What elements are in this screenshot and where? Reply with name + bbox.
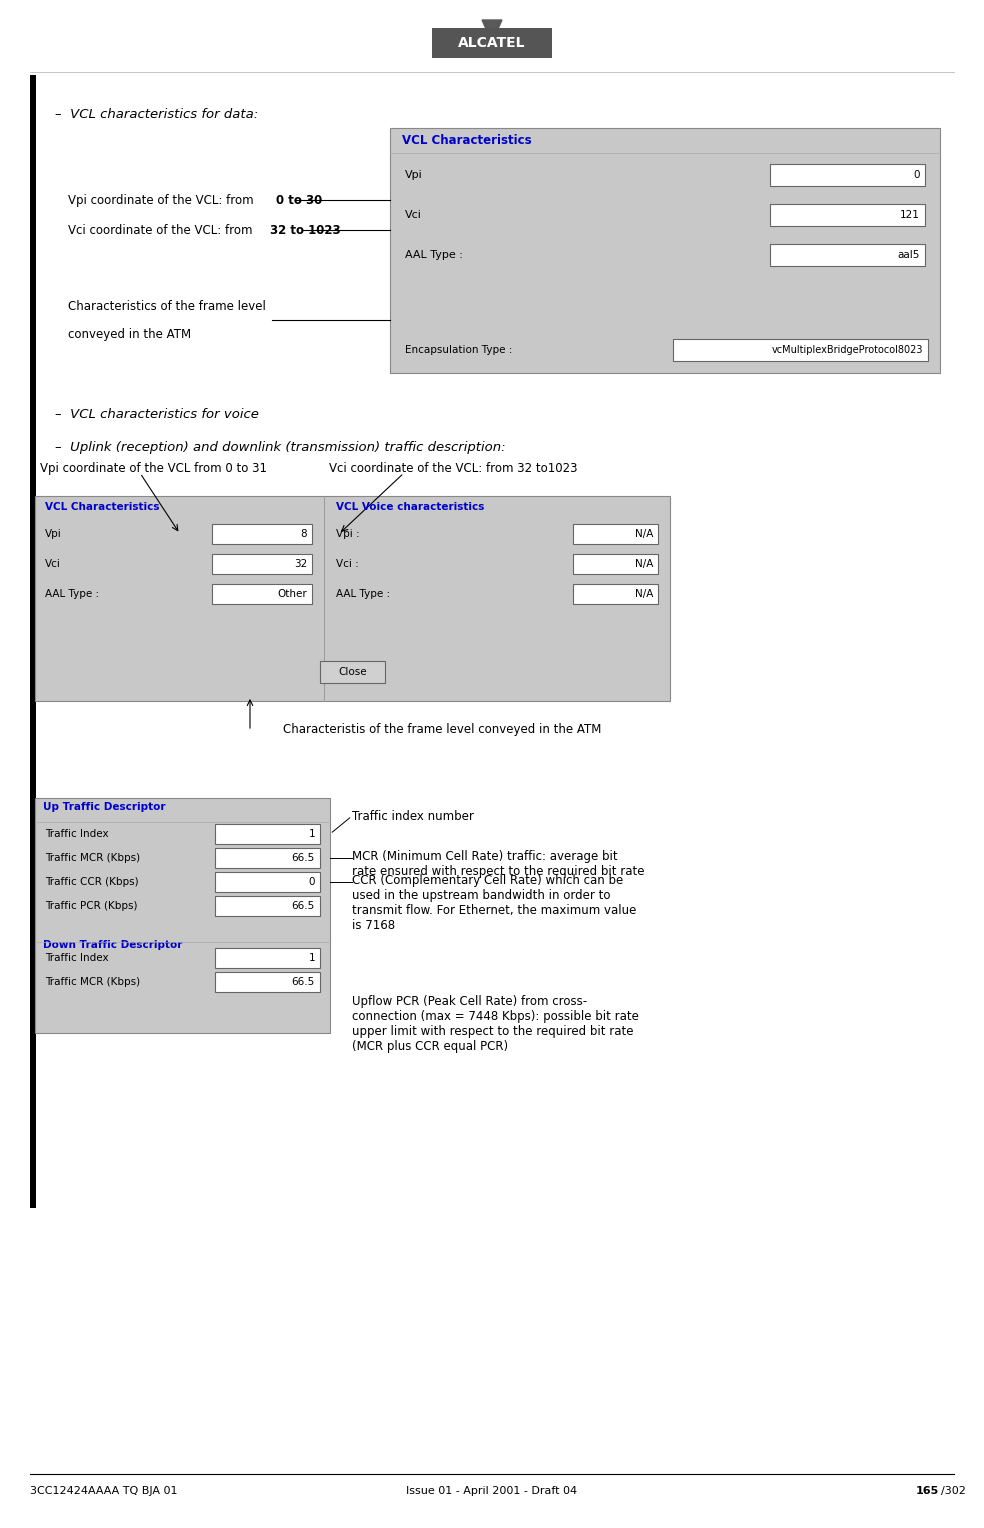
Text: Traffic MCR (Kbps): Traffic MCR (Kbps) bbox=[45, 853, 140, 863]
Text: aal5: aal5 bbox=[897, 251, 920, 260]
FancyBboxPatch shape bbox=[215, 895, 320, 915]
Text: vcMultiplexBridgeProtocol8023: vcMultiplexBridgeProtocol8023 bbox=[771, 345, 923, 354]
Text: 32 to 1023: 32 to 1023 bbox=[270, 223, 340, 237]
Text: Issue 01 - April 2001 - Draft 04: Issue 01 - April 2001 - Draft 04 bbox=[406, 1487, 578, 1496]
FancyBboxPatch shape bbox=[215, 848, 320, 868]
Text: N/A: N/A bbox=[635, 559, 653, 568]
Text: Traffic Index: Traffic Index bbox=[45, 830, 108, 839]
Text: N/A: N/A bbox=[635, 529, 653, 539]
Text: –  VCL characteristics for voice: – VCL characteristics for voice bbox=[55, 408, 259, 422]
Text: Vci: Vci bbox=[405, 209, 422, 220]
Text: Close: Close bbox=[338, 668, 367, 677]
Text: 165: 165 bbox=[916, 1487, 940, 1496]
Text: VCL Characteristics: VCL Characteristics bbox=[45, 503, 159, 512]
FancyBboxPatch shape bbox=[35, 497, 670, 701]
Text: Up Traffic Descriptor: Up Traffic Descriptor bbox=[43, 802, 165, 811]
Text: Vci: Vci bbox=[45, 559, 61, 568]
FancyBboxPatch shape bbox=[212, 555, 312, 575]
FancyBboxPatch shape bbox=[573, 584, 658, 604]
Text: Traffic Index: Traffic Index bbox=[45, 953, 108, 963]
Text: 8: 8 bbox=[300, 529, 307, 539]
Text: 3CC12424AAAA TQ BJA 01: 3CC12424AAAA TQ BJA 01 bbox=[30, 1487, 177, 1496]
Text: Vpi :: Vpi : bbox=[336, 529, 359, 539]
Text: ALCATEL: ALCATEL bbox=[459, 37, 525, 50]
Text: N/A: N/A bbox=[635, 588, 653, 599]
Text: AAL Type :: AAL Type : bbox=[336, 588, 390, 599]
Text: Vpi coordinate of the VCL: from: Vpi coordinate of the VCL: from bbox=[68, 194, 258, 206]
Text: Characteristics of the frame level: Characteristics of the frame level bbox=[68, 299, 266, 313]
FancyBboxPatch shape bbox=[573, 524, 658, 544]
FancyBboxPatch shape bbox=[212, 584, 312, 604]
FancyBboxPatch shape bbox=[673, 339, 928, 361]
Text: /302: /302 bbox=[941, 1487, 966, 1496]
Text: Down Traffic Descriptor: Down Traffic Descriptor bbox=[43, 940, 182, 950]
Text: 1: 1 bbox=[308, 953, 315, 963]
FancyBboxPatch shape bbox=[35, 798, 330, 1033]
Text: Traffic PCR (Kbps): Traffic PCR (Kbps) bbox=[45, 902, 138, 911]
Text: Traffic MCR (Kbps): Traffic MCR (Kbps) bbox=[45, 976, 140, 987]
Text: 66.5: 66.5 bbox=[291, 976, 315, 987]
Text: 0: 0 bbox=[913, 170, 920, 180]
Text: 66.5: 66.5 bbox=[291, 902, 315, 911]
FancyBboxPatch shape bbox=[212, 524, 312, 544]
Text: VCL Characteristics: VCL Characteristics bbox=[402, 134, 531, 147]
Text: 32: 32 bbox=[293, 559, 307, 568]
FancyBboxPatch shape bbox=[770, 244, 925, 266]
Text: Characteristis of the frame level conveyed in the ATM: Characteristis of the frame level convey… bbox=[282, 723, 601, 736]
Text: –  Uplink (reception) and downlink (transmission) traffic description:: – Uplink (reception) and downlink (trans… bbox=[55, 442, 506, 454]
Text: Encapsulation Type :: Encapsulation Type : bbox=[405, 345, 513, 354]
Text: 0: 0 bbox=[309, 877, 315, 886]
Text: Vpi: Vpi bbox=[405, 170, 423, 180]
Text: 66.5: 66.5 bbox=[291, 853, 315, 863]
Polygon shape bbox=[482, 20, 502, 41]
FancyBboxPatch shape bbox=[215, 872, 320, 892]
Text: AAL Type :: AAL Type : bbox=[45, 588, 99, 599]
FancyBboxPatch shape bbox=[432, 28, 552, 58]
FancyBboxPatch shape bbox=[30, 75, 36, 1209]
Text: MCR (Minimum Cell Rate) traffic: average bit
rate ensured with respect to the re: MCR (Minimum Cell Rate) traffic: average… bbox=[352, 850, 645, 879]
Text: Vci coordinate of the VCL: from: Vci coordinate of the VCL: from bbox=[68, 223, 256, 237]
Text: conveyed in the ATM: conveyed in the ATM bbox=[68, 327, 191, 341]
Text: 1: 1 bbox=[308, 830, 315, 839]
Text: Other: Other bbox=[277, 588, 307, 599]
Text: VCL Voice characteristics: VCL Voice characteristics bbox=[336, 503, 484, 512]
Text: Vpi coordinate of the VCL from 0 to 31: Vpi coordinate of the VCL from 0 to 31 bbox=[40, 461, 267, 475]
FancyBboxPatch shape bbox=[215, 824, 320, 843]
FancyBboxPatch shape bbox=[770, 205, 925, 226]
FancyBboxPatch shape bbox=[390, 128, 940, 373]
Text: CCR (Complementary Cell Rate) which can be
used in the upstream bandwidth in ord: CCR (Complementary Cell Rate) which can … bbox=[352, 874, 637, 932]
Text: Upflow PCR (Peak Cell Rate) from cross-
connection (max = 7448 Kbps): possible b: Upflow PCR (Peak Cell Rate) from cross- … bbox=[352, 995, 639, 1053]
FancyBboxPatch shape bbox=[770, 163, 925, 186]
FancyBboxPatch shape bbox=[215, 972, 320, 992]
FancyBboxPatch shape bbox=[573, 555, 658, 575]
Text: Traffic CCR (Kbps): Traffic CCR (Kbps) bbox=[45, 877, 139, 886]
FancyBboxPatch shape bbox=[320, 662, 385, 683]
Text: Vci coordinate of the VCL: from 32 to1023: Vci coordinate of the VCL: from 32 to102… bbox=[329, 461, 578, 475]
Text: 0 to 30: 0 to 30 bbox=[276, 194, 322, 206]
Text: AAL Type :: AAL Type : bbox=[405, 251, 462, 260]
Text: Vci :: Vci : bbox=[336, 559, 359, 568]
Text: Traffic index number: Traffic index number bbox=[352, 810, 474, 822]
FancyBboxPatch shape bbox=[215, 947, 320, 969]
Text: 121: 121 bbox=[900, 209, 920, 220]
Text: Vpi: Vpi bbox=[45, 529, 62, 539]
Text: –  VCL characteristics for data:: – VCL characteristics for data: bbox=[55, 108, 258, 121]
